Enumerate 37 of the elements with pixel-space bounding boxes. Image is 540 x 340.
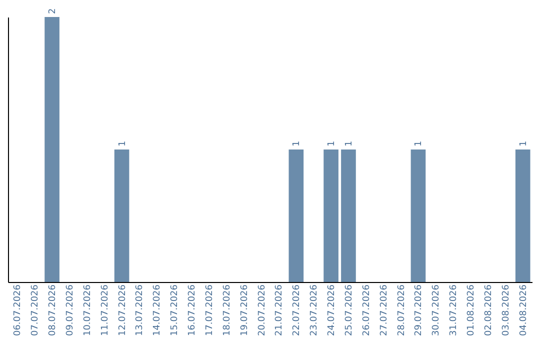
x-tick-label: 16.07.2026 [188,284,198,336]
data-label: 1 [327,140,338,146]
x-tick-label: 04.08.2026 [518,284,529,336]
x-tick-label: 26.07.2026 [362,284,372,336]
x-tick-label: 24.07.2026 [327,284,338,336]
data-label: 1 [292,140,302,146]
data-label: 1 [518,140,529,146]
data-label: 1 [344,140,354,146]
x-tick-label: 11.07.2026 [100,284,110,336]
x-tick-label: 28.07.2026 [396,284,407,336]
x-tick-label: 13.07.2026 [135,284,146,336]
x-tick-label: 30.07.2026 [432,284,442,336]
x-tick-label: 01.08.2026 [466,284,477,336]
x-tick-label: 15.07.2026 [170,284,180,336]
data-label: 1 [118,140,128,146]
x-tick-label: 18.07.2026 [222,284,232,336]
x-tick-label: 06.07.2026 [13,284,24,336]
x-tick-label: 31.07.2026 [449,284,460,336]
x-tick-label: 21.07.2026 [274,284,285,336]
x-tick-label: 07.07.2026 [30,284,41,336]
x-tick-label: 25.07.2026 [344,284,354,336]
x-tick-label: 10.07.2026 [82,284,93,336]
x-tick-label: 19.07.2026 [240,284,250,336]
x-tick-label: 29.07.2026 [414,284,424,336]
x-tick-label: 02.08.2026 [484,284,494,336]
x-tick-label: 09.07.2026 [65,284,76,336]
x-tick-label: 14.07.2026 [152,284,163,336]
x-tick-label: 22.07.2026 [292,284,302,336]
x-tick-label: 17.07.2026 [204,284,215,336]
x-tick-label: 08.07.2026 [48,284,58,336]
x-tick-label: 03.08.2026 [501,284,512,336]
x-tick-label: 27.07.2026 [379,284,390,336]
data-label: 1 [414,140,424,146]
x-tick-label: 20.07.2026 [257,284,268,336]
x-tick-label: 12.07.2026 [118,284,128,336]
data-label: 2 [48,8,58,14]
x-tick-label: 23.07.2026 [310,284,320,336]
